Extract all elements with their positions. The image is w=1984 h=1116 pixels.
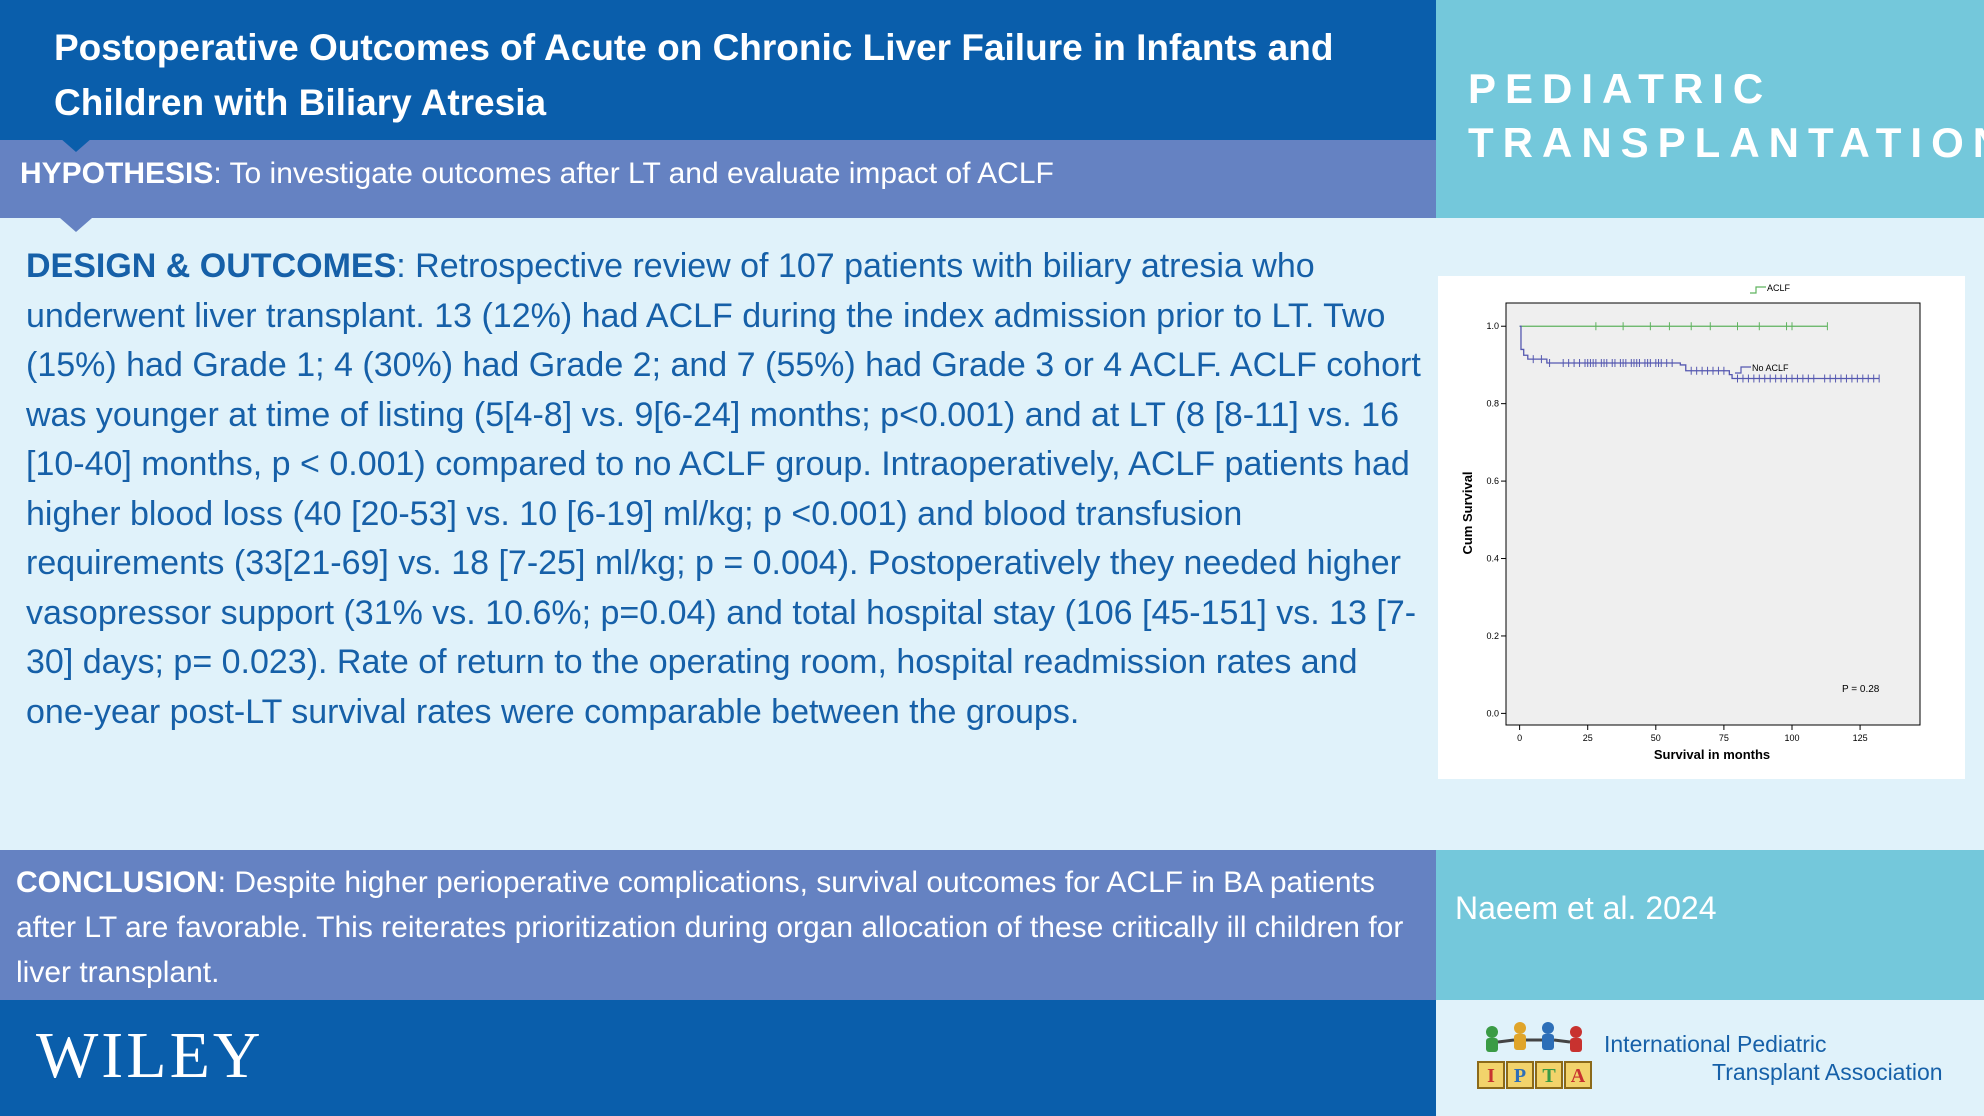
axis-layer: 0 25 50 75 100 125 0.0 0.2 0.4 0.6 0.8 1.0 <box>1486 321 1867 743</box>
design-outcomes-text: DESIGN & OUTCOMES: Retrospective review … <box>26 242 1426 737</box>
conclusion-body: : Despite higher perioperative complicat… <box>16 866 1404 989</box>
ipta-name: International Pediatric Transplant Assoc… <box>1604 1030 1974 1086</box>
x-tick-label: 125 <box>1853 733 1868 743</box>
x-axis-label: Survival in months <box>1654 747 1770 762</box>
p-value-annotation: P = 0.28 <box>1842 684 1880 695</box>
journal-name-line2: TRANSPLANTATION <box>1468 119 1984 166</box>
x-tick-label: 0 <box>1517 733 1522 743</box>
legend-swatch-aclf <box>1750 286 1766 294</box>
legend-swatch-no-aclf <box>1735 366 1751 374</box>
survival-chart-card: 0 25 50 75 100 125 0.0 0.2 0.4 0.6 0.8 1.0 ACLF No A… <box>1438 276 1965 779</box>
design-panel <box>0 218 1436 850</box>
citation-panel <box>1436 850 1984 1000</box>
ipta-name-line2: Transplant Association <box>1712 1059 1943 1085</box>
x-tick-label: 75 <box>1719 733 1729 743</box>
hypothesis-text: HYPOTHESIS: To investigate outcomes afte… <box>20 150 1420 198</box>
design-pointer <box>60 218 92 232</box>
hypothesis-bar <box>0 140 1436 218</box>
hypothesis-pointer <box>60 138 92 152</box>
y-tick-label: 0.8 <box>1486 399 1499 409</box>
x-tick-label: 25 <box>1583 733 1593 743</box>
y-tick-label: 1.0 <box>1486 321 1499 331</box>
footer-bar <box>0 1000 1436 1116</box>
ipta-block-letter-p: P <box>1514 1065 1526 1087</box>
plot-area <box>1505 302 1921 726</box>
page-title: Postoperative Outcomes of Acute on Chron… <box>54 27 1334 123</box>
y-tick-label: 0.6 <box>1486 476 1499 486</box>
ipta-panel <box>1436 1000 1984 1116</box>
conclusion-bar <box>0 850 1436 1000</box>
y-tick-label: 0.0 <box>1486 708 1499 718</box>
hypothesis-body: : To investigate outcomes after LT and e… <box>213 157 1054 190</box>
series-layer <box>1519 322 1880 383</box>
ipta-block-letter-t: T <box>1542 1065 1556 1087</box>
survival-chart: 0 25 50 75 100 125 0.0 0.2 0.4 0.6 0.8 1.0 ACLF No A… <box>1460 283 1921 762</box>
y-tick-label: 0.4 <box>1486 554 1499 564</box>
citation: Naeem et al. 2024 <box>1455 890 1717 926</box>
ipta-logo-icon: I P T A <box>1477 1022 1592 1089</box>
legend: ACLF No ACLF <box>1735 283 1791 374</box>
journal-name-line1: PEDIATRIC <box>1468 65 1773 112</box>
y-tick-label: 0.2 <box>1486 631 1499 641</box>
hypothesis-label: HYPOTHESIS <box>20 157 214 190</box>
title-banner: Postoperative Outcomes of Acute on Chron… <box>0 0 1436 140</box>
legend-label-aclf: ACLF <box>1767 283 1791 293</box>
conclusion-text: CONCLUSION: Despite higher perioperative… <box>16 860 1416 995</box>
no-aclf-survival-line <box>1519 325 1880 380</box>
ipta-name-line1: International Pediatric <box>1604 1031 1827 1057</box>
y-axis-label: Cum Survival <box>1460 471 1475 554</box>
ipta-block-letter-i: I <box>1487 1065 1495 1087</box>
design-label: DESIGN & OUTCOMES <box>26 247 397 285</box>
journal-name: PEDIATRIC TRANSPLANTATION <box>1468 62 1984 170</box>
legend-label-no-aclf: No ACLF <box>1752 363 1789 373</box>
design-body: : Retrospective review of 107 patients w… <box>26 247 1421 731</box>
publisher-logo: WILEY <box>36 1019 264 1092</box>
x-tick-label: 50 <box>1651 733 1661 743</box>
journal-panel: PEDIATRIC TRANSPLANTATION <box>1436 0 1984 218</box>
conclusion-label: CONCLUSION <box>16 866 218 899</box>
ipta-block-letter-a: A <box>1571 1065 1586 1087</box>
x-tick-label: 100 <box>1784 733 1799 743</box>
